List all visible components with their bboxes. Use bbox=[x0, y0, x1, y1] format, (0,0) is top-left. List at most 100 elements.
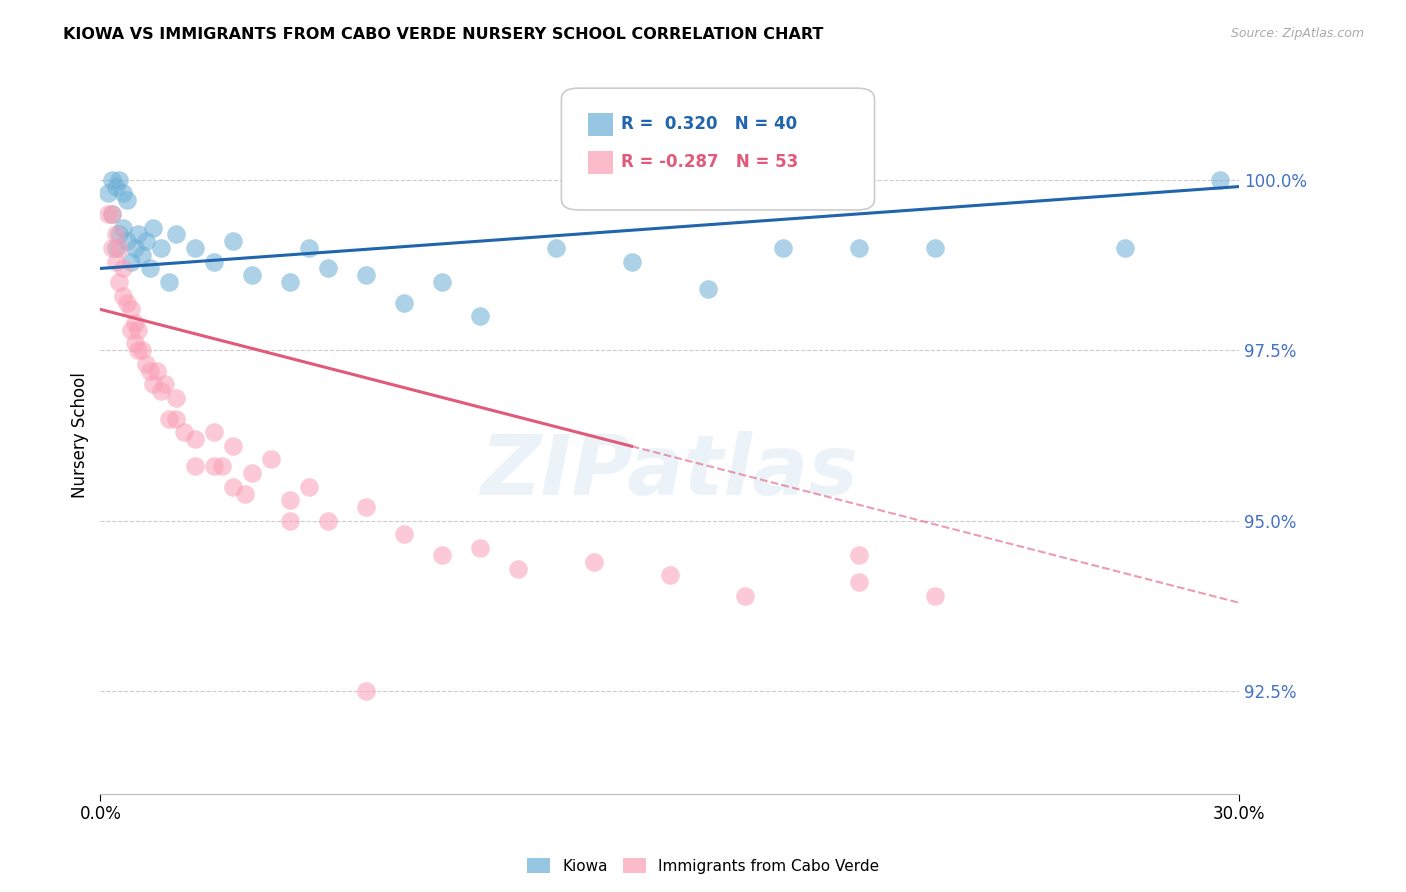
Point bbox=[165, 227, 187, 242]
Point bbox=[104, 179, 127, 194]
Point bbox=[124, 336, 146, 351]
Point bbox=[222, 439, 245, 453]
Point bbox=[316, 261, 339, 276]
Legend: Kiowa, Immigrants from Cabo Verde: Kiowa, Immigrants from Cabo Verde bbox=[520, 852, 886, 880]
Point bbox=[120, 254, 142, 268]
Point bbox=[202, 459, 225, 474]
Text: R =  0.320   N = 40: R = 0.320 N = 40 bbox=[620, 115, 797, 133]
Point bbox=[112, 289, 135, 303]
Point bbox=[468, 541, 491, 555]
Point bbox=[298, 480, 321, 494]
Point bbox=[135, 234, 157, 248]
Point bbox=[142, 220, 165, 235]
Point bbox=[184, 241, 207, 255]
Point bbox=[112, 186, 135, 201]
Point bbox=[392, 295, 415, 310]
Point bbox=[146, 364, 169, 378]
Y-axis label: Nursery School: Nursery School bbox=[72, 373, 89, 499]
Point bbox=[131, 248, 153, 262]
Point bbox=[157, 411, 180, 425]
Point bbox=[112, 220, 135, 235]
Point bbox=[100, 207, 122, 221]
Point bbox=[115, 295, 138, 310]
Point bbox=[115, 234, 138, 248]
Point bbox=[468, 309, 491, 323]
Point bbox=[108, 241, 131, 255]
Point bbox=[354, 500, 377, 515]
Point bbox=[157, 275, 180, 289]
FancyBboxPatch shape bbox=[561, 88, 875, 210]
Point bbox=[260, 452, 283, 467]
Point bbox=[104, 227, 127, 242]
Point bbox=[848, 241, 870, 255]
Point bbox=[924, 589, 946, 603]
Point bbox=[100, 241, 122, 255]
Point bbox=[138, 364, 160, 378]
Text: R = -0.287   N = 53: R = -0.287 N = 53 bbox=[620, 153, 797, 171]
Point bbox=[354, 268, 377, 283]
Point bbox=[222, 480, 245, 494]
Point bbox=[120, 323, 142, 337]
Point bbox=[734, 589, 756, 603]
Point bbox=[848, 575, 870, 590]
Point bbox=[392, 527, 415, 541]
Point bbox=[112, 261, 135, 276]
Point bbox=[582, 555, 605, 569]
Point bbox=[222, 234, 245, 248]
Point bbox=[108, 173, 131, 187]
Point bbox=[153, 377, 176, 392]
Point bbox=[544, 241, 567, 255]
Point bbox=[924, 241, 946, 255]
Point bbox=[100, 207, 122, 221]
Point bbox=[620, 254, 643, 268]
Point bbox=[138, 261, 160, 276]
Point bbox=[1209, 173, 1232, 187]
Point bbox=[696, 282, 718, 296]
Point bbox=[772, 241, 794, 255]
Point bbox=[124, 316, 146, 330]
Point bbox=[165, 391, 187, 405]
Point bbox=[240, 268, 263, 283]
Point bbox=[184, 432, 207, 446]
Point bbox=[278, 275, 301, 289]
Point bbox=[173, 425, 195, 439]
Point bbox=[127, 227, 149, 242]
Point bbox=[240, 466, 263, 480]
Text: Source: ZipAtlas.com: Source: ZipAtlas.com bbox=[1230, 27, 1364, 40]
Point bbox=[150, 241, 173, 255]
Point bbox=[115, 193, 138, 207]
Point bbox=[142, 377, 165, 392]
Point bbox=[202, 254, 225, 268]
Point bbox=[848, 548, 870, 562]
Point bbox=[430, 275, 453, 289]
Point bbox=[150, 384, 173, 399]
Point bbox=[1114, 241, 1136, 255]
Point bbox=[131, 343, 153, 358]
Point bbox=[127, 323, 149, 337]
Point bbox=[97, 207, 120, 221]
Point bbox=[108, 275, 131, 289]
Point bbox=[124, 241, 146, 255]
Point bbox=[104, 241, 127, 255]
Text: KIOWA VS IMMIGRANTS FROM CABO VERDE NURSERY SCHOOL CORRELATION CHART: KIOWA VS IMMIGRANTS FROM CABO VERDE NURS… bbox=[63, 27, 824, 42]
Point bbox=[97, 186, 120, 201]
Point bbox=[298, 241, 321, 255]
Point bbox=[354, 684, 377, 698]
Point bbox=[127, 343, 149, 358]
Point bbox=[120, 302, 142, 317]
Point bbox=[658, 568, 681, 582]
Point bbox=[135, 357, 157, 371]
Point bbox=[233, 486, 256, 500]
Point bbox=[278, 493, 301, 508]
Point bbox=[202, 425, 225, 439]
Text: ZIPatlas: ZIPatlas bbox=[481, 431, 859, 512]
Point bbox=[108, 227, 131, 242]
Point bbox=[506, 561, 529, 575]
Point bbox=[430, 548, 453, 562]
FancyBboxPatch shape bbox=[588, 113, 613, 136]
Point bbox=[100, 173, 122, 187]
Point bbox=[184, 459, 207, 474]
Point bbox=[165, 411, 187, 425]
Point bbox=[316, 514, 339, 528]
Point bbox=[278, 514, 301, 528]
